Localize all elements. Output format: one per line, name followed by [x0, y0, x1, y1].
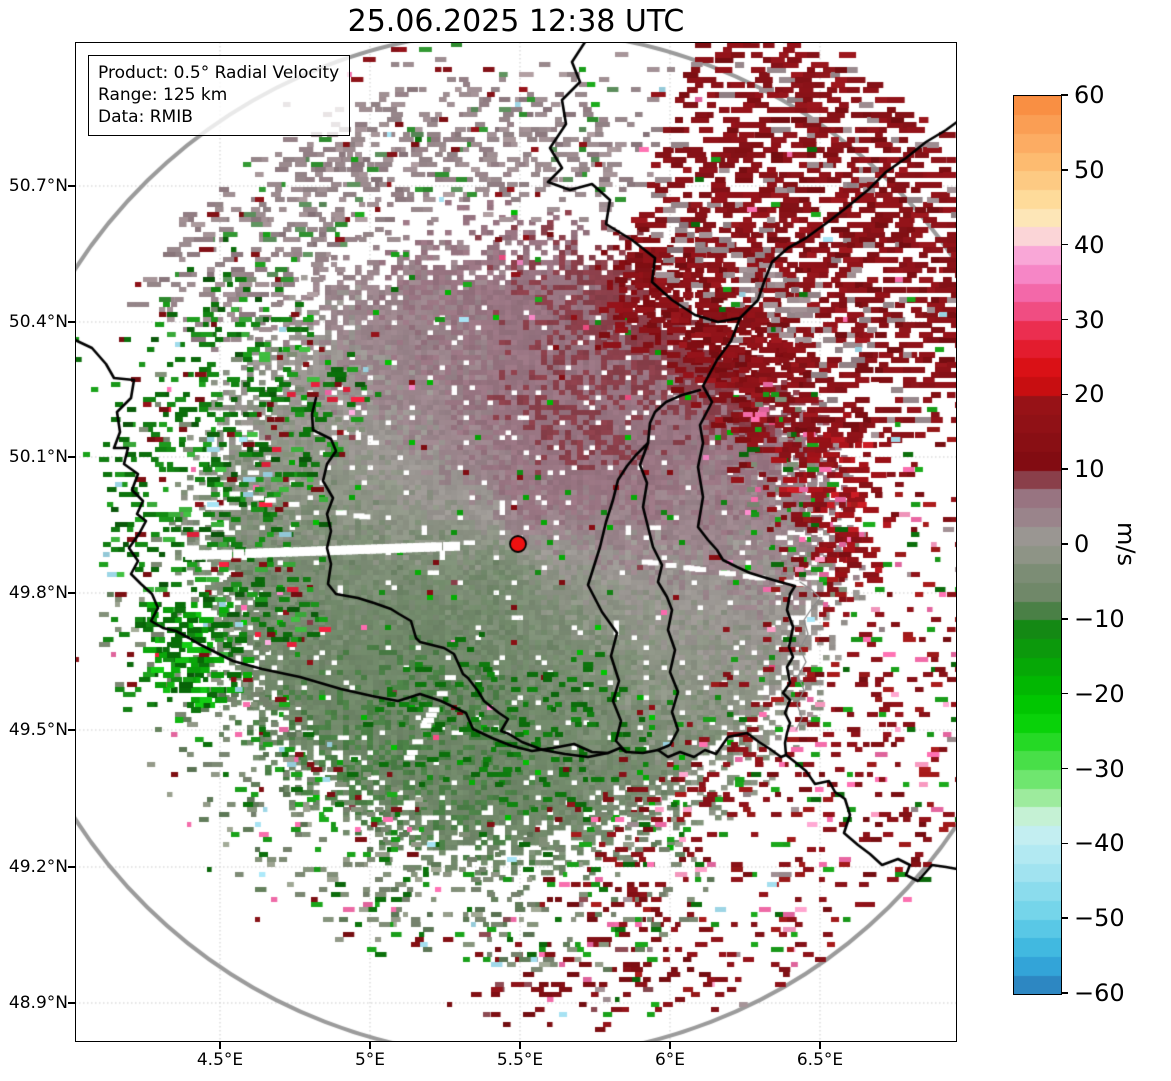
- x-tick-label: 6°E: [654, 1050, 686, 1070]
- y-tick-mark: [68, 592, 75, 594]
- y-tick-mark: [68, 456, 75, 458]
- y-tick-mark: [68, 866, 75, 868]
- colorbar-tick-label: −10: [1074, 604, 1125, 633]
- colorbar-tick-mark: [1061, 767, 1068, 770]
- chart-title: 25.06.2025 12:38 UTC: [347, 4, 685, 39]
- y-tick-label: 50.4°N: [8, 312, 68, 332]
- product-info-box: Product: 0.5° Radial Velocity Range: 125…: [88, 55, 351, 136]
- colorbar-tick-label: −60: [1074, 979, 1125, 1007]
- colorbar-tick-mark: [1061, 992, 1068, 994]
- x-tick-label: 5.5°E: [496, 1050, 544, 1070]
- y-tick-label: 49.8°N: [8, 583, 68, 603]
- colorbar-tick-mark: [1061, 917, 1068, 919]
- colorbar-tick-label: 40: [1074, 230, 1105, 259]
- colorbar-tick-mark: [1061, 543, 1068, 545]
- x-tick-label: 5°E: [354, 1050, 386, 1070]
- colorbar-tick-mark: [1061, 94, 1068, 96]
- x-tick-mark: [219, 1042, 221, 1049]
- colorbar-tick-label: 0: [1074, 530, 1090, 558]
- range-info-line: Range: 125 km: [98, 85, 228, 105]
- colorbar-tick-label: −40: [1074, 829, 1125, 858]
- x-tick-label: 4.5°E: [196, 1050, 244, 1070]
- colorbar-tick-label: 60: [1074, 81, 1105, 109]
- colorbar-tick-label: −50: [1074, 904, 1125, 933]
- x-tick-mark: [669, 1042, 671, 1049]
- colorbar-tick-label: −30: [1074, 754, 1125, 783]
- x-tick-mark: [519, 1042, 521, 1049]
- colorbar-tick-mark: [1061, 468, 1068, 470]
- colorbar-tick-label: 20: [1074, 380, 1105, 409]
- colorbar-tick-mark: [1061, 169, 1068, 171]
- product-info-line: Product: 0.5° Radial Velocity: [98, 63, 340, 83]
- colorbar-tick-mark: [1061, 618, 1068, 620]
- y-tick-label: 48.9°N: [8, 993, 68, 1013]
- colorbar-tick-mark: [1061, 318, 1068, 321]
- colorbar-tick-label: 30: [1074, 305, 1105, 334]
- colorbar-tick-mark: [1061, 393, 1068, 396]
- y-tick-label: 50.7°N: [8, 176, 68, 196]
- colorbar-tick-mark: [1061, 692, 1068, 695]
- x-tick-mark: [369, 1042, 371, 1049]
- colorbar-unit-label: m/s: [1112, 522, 1140, 566]
- colorbar-tick-mark: [1061, 842, 1068, 845]
- data-source-line: Data: RMIB: [98, 107, 193, 127]
- colorbar-gradient-canvas: [1014, 96, 1061, 994]
- y-tick-mark: [68, 321, 75, 323]
- y-tick-mark: [68, 185, 75, 187]
- y-tick-label: 49.5°N: [8, 720, 68, 740]
- y-tick-label: 50.1°N: [8, 447, 68, 467]
- x-tick-label: 6.5°E: [796, 1050, 844, 1070]
- y-tick-mark: [68, 729, 75, 731]
- radar-velocity-plot-canvas: [75, 42, 957, 1042]
- y-tick-label: 49.2°N: [8, 857, 68, 877]
- colorbar-tick-label: 50: [1074, 155, 1105, 184]
- colorbar-tick-label: 10: [1074, 455, 1105, 484]
- colorbar-tick-mark: [1061, 243, 1068, 246]
- colorbar: [1013, 95, 1062, 995]
- x-tick-mark: [819, 1042, 821, 1049]
- colorbar-tick-label: −20: [1074, 679, 1125, 708]
- y-tick-mark: [68, 1002, 75, 1004]
